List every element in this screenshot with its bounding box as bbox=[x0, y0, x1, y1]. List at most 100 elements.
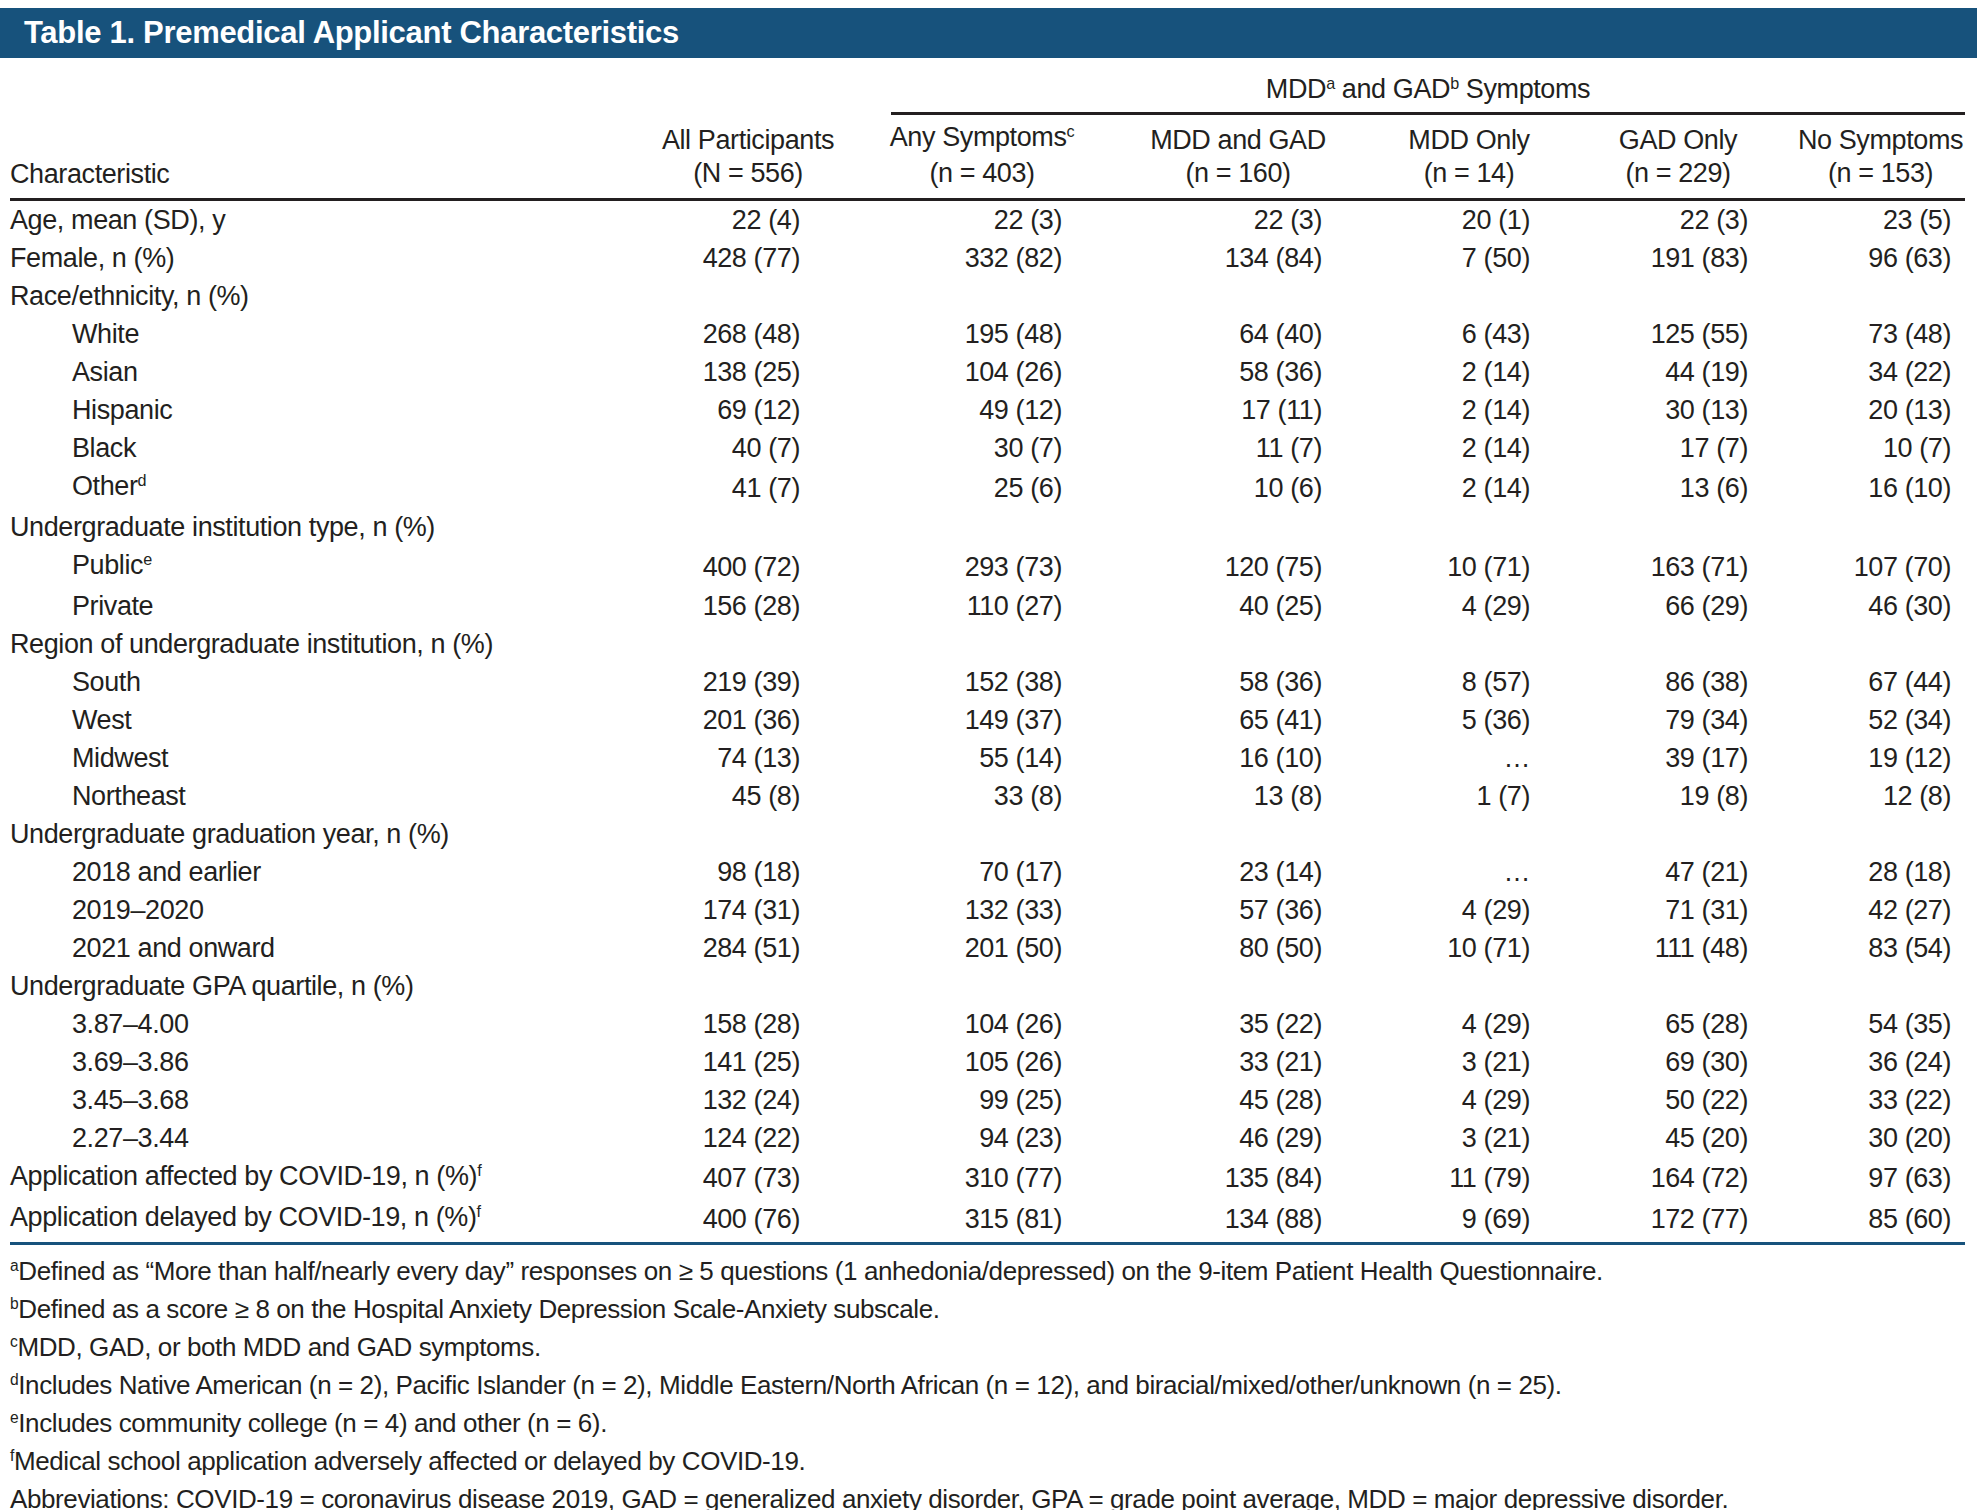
table-row: Black40 (7)30 (7)11 (7)2 (14)17 (7)10 (7… bbox=[10, 429, 1965, 467]
footnote-marker-c: c bbox=[10, 1333, 17, 1350]
table-cell: 19 (12) bbox=[1772, 739, 1965, 777]
table-cell: 28 (18) bbox=[1772, 853, 1965, 891]
table-cell: 284 (51) bbox=[630, 929, 842, 967]
table-cell bbox=[1354, 625, 1560, 663]
footnote-marker-f: f bbox=[477, 1202, 481, 1220]
row-label: Northeast bbox=[10, 777, 630, 815]
footnote-marker-a: a bbox=[1326, 74, 1335, 92]
column-header: MDD Only(n = 14) bbox=[1354, 115, 1560, 200]
table-cell: 22 (4) bbox=[630, 200, 842, 240]
table-cell: 45 (8) bbox=[630, 777, 842, 815]
table-title-bar: Table 1. Premedical Applicant Characteri… bbox=[0, 8, 1977, 58]
table-cell: 67 (44) bbox=[1772, 663, 1965, 701]
footnote-d: dIncludes Native American (n = 2), Pacif… bbox=[10, 1368, 1965, 1406]
table-row: Publice400 (72)293 (73)120 (75)10 (71)16… bbox=[10, 546, 1965, 587]
row-label: Female, n (%) bbox=[10, 239, 630, 277]
column-header: All Participants(N = 556) bbox=[630, 115, 842, 200]
table-row: 2019–2020174 (31)132 (33)57 (36)4 (29)71… bbox=[10, 891, 1965, 929]
table-cell bbox=[1560, 815, 1772, 853]
table-cell: 111 (48) bbox=[1560, 929, 1772, 967]
table-cell: 83 (54) bbox=[1772, 929, 1965, 967]
table-cell: 12 (8) bbox=[1772, 777, 1965, 815]
column-header: GAD Only(n = 229) bbox=[1560, 115, 1772, 200]
table-cell: 10 (71) bbox=[1354, 546, 1560, 587]
table-cell: 400 (76) bbox=[630, 1198, 842, 1239]
table-row: White268 (48)195 (48)64 (40)6 (43)125 (5… bbox=[10, 315, 1965, 353]
footnote-a: aDefined as “More than half/nearly every… bbox=[10, 1254, 1965, 1292]
characteristic-header: Characteristic bbox=[10, 115, 630, 200]
table-cell: 73 (48) bbox=[1772, 315, 1965, 353]
table-cell: 99 (25) bbox=[842, 1081, 1098, 1119]
table-cell: 219 (39) bbox=[630, 663, 842, 701]
table-cell: 65 (28) bbox=[1560, 1005, 1772, 1043]
row-label: Publice bbox=[10, 546, 630, 587]
table-row: 3.87–4.00158 (28)104 (26)35 (22)4 (29)65… bbox=[10, 1005, 1965, 1043]
table-cell: 400 (72) bbox=[630, 546, 842, 587]
footnote-marker-e: e bbox=[143, 550, 152, 568]
row-label: Application delayed by COVID-19, n (%)f bbox=[10, 1198, 630, 1239]
row-label: Undergraduate institution type, n (%) bbox=[10, 508, 630, 546]
table-cell: 52 (34) bbox=[1772, 701, 1965, 739]
table-cell: 39 (17) bbox=[1560, 739, 1772, 777]
row-label: Undergraduate graduation year, n (%) bbox=[10, 815, 630, 853]
table-row: 3.45–3.68132 (24)99 (25)45 (28)4 (29)50 … bbox=[10, 1081, 1965, 1119]
table-cell bbox=[842, 277, 1098, 315]
footnote-marker-d: d bbox=[138, 471, 147, 489]
table-cell: 149 (37) bbox=[842, 701, 1098, 739]
table-cell bbox=[630, 625, 842, 663]
table-row: Midwest74 (13)55 (14)16 (10)…39 (17)19 (… bbox=[10, 739, 1965, 777]
table-cell: 135 (84) bbox=[1098, 1157, 1354, 1198]
table-cell: 23 (5) bbox=[1772, 200, 1965, 240]
table-cell: 16 (10) bbox=[1098, 739, 1354, 777]
table-cell: 55 (14) bbox=[842, 739, 1098, 777]
table-cell bbox=[1772, 625, 1965, 663]
table-cell: 138 (25) bbox=[630, 353, 842, 391]
table-row: Undergraduate graduation year, n (%) bbox=[10, 815, 1965, 853]
table-cell: 65 (41) bbox=[1098, 701, 1354, 739]
table-cell bbox=[842, 815, 1098, 853]
column-header: No Symptoms(n = 153) bbox=[1772, 115, 1965, 200]
row-label: White bbox=[10, 315, 630, 353]
footnote-marker-b: b bbox=[1450, 74, 1459, 92]
table-cell: 201 (36) bbox=[630, 701, 842, 739]
table-cell: 46 (29) bbox=[1098, 1119, 1354, 1157]
table-cell: 110 (27) bbox=[842, 587, 1098, 625]
table-cell: 58 (36) bbox=[1098, 663, 1354, 701]
table-row: 3.69–3.86141 (25)105 (26)33 (21)3 (21)69… bbox=[10, 1043, 1965, 1081]
table-cell: 57 (36) bbox=[1098, 891, 1354, 929]
table-row: Female, n (%)428 (77)332 (82)134 (84)7 (… bbox=[10, 239, 1965, 277]
table-cell: 156 (28) bbox=[630, 587, 842, 625]
table-cell: 134 (88) bbox=[1098, 1198, 1354, 1239]
footnote-c: cMDD, GAD, or both MDD and GAD symptoms. bbox=[10, 1330, 1965, 1368]
table-cell bbox=[842, 508, 1098, 546]
table-header: MDDa and GADb Symptoms Characteristic Al… bbox=[10, 58, 1965, 200]
table-cell: 11 (7) bbox=[1098, 429, 1354, 467]
table-cell: 80 (50) bbox=[1098, 929, 1354, 967]
table-cell: 35 (22) bbox=[1098, 1005, 1354, 1043]
row-label: South bbox=[10, 663, 630, 701]
table-cell bbox=[630, 815, 842, 853]
row-label: Otherd bbox=[10, 467, 630, 508]
table-row: Application delayed by COVID-19, n (%)f4… bbox=[10, 1198, 1965, 1239]
table-cell bbox=[1354, 815, 1560, 853]
row-label: Age, mean (SD), y bbox=[10, 200, 630, 240]
spanner-header: MDDa and GADb Symptoms bbox=[842, 58, 1965, 115]
row-label: 3.69–3.86 bbox=[10, 1043, 630, 1081]
row-label: Private bbox=[10, 587, 630, 625]
table-cell bbox=[1560, 967, 1772, 1005]
table-cell bbox=[1772, 815, 1965, 853]
table-cell: 2 (14) bbox=[1354, 391, 1560, 429]
table-cell bbox=[630, 508, 842, 546]
table-cell: 33 (22) bbox=[1772, 1081, 1965, 1119]
table-cell bbox=[1560, 277, 1772, 315]
table-row: Private156 (28)110 (27)40 (25)4 (29)66 (… bbox=[10, 587, 1965, 625]
table-cell: 132 (33) bbox=[842, 891, 1098, 929]
row-label: Asian bbox=[10, 353, 630, 391]
table-figure: Table 1. Premedical Applicant Characteri… bbox=[0, 8, 1977, 1510]
row-label: Black bbox=[10, 429, 630, 467]
table-cell bbox=[1354, 967, 1560, 1005]
table-cell: 3 (21) bbox=[1354, 1043, 1560, 1081]
table-cell: 13 (8) bbox=[1098, 777, 1354, 815]
table-cell: 104 (26) bbox=[842, 1005, 1098, 1043]
table-cell: 36 (24) bbox=[1772, 1043, 1965, 1081]
